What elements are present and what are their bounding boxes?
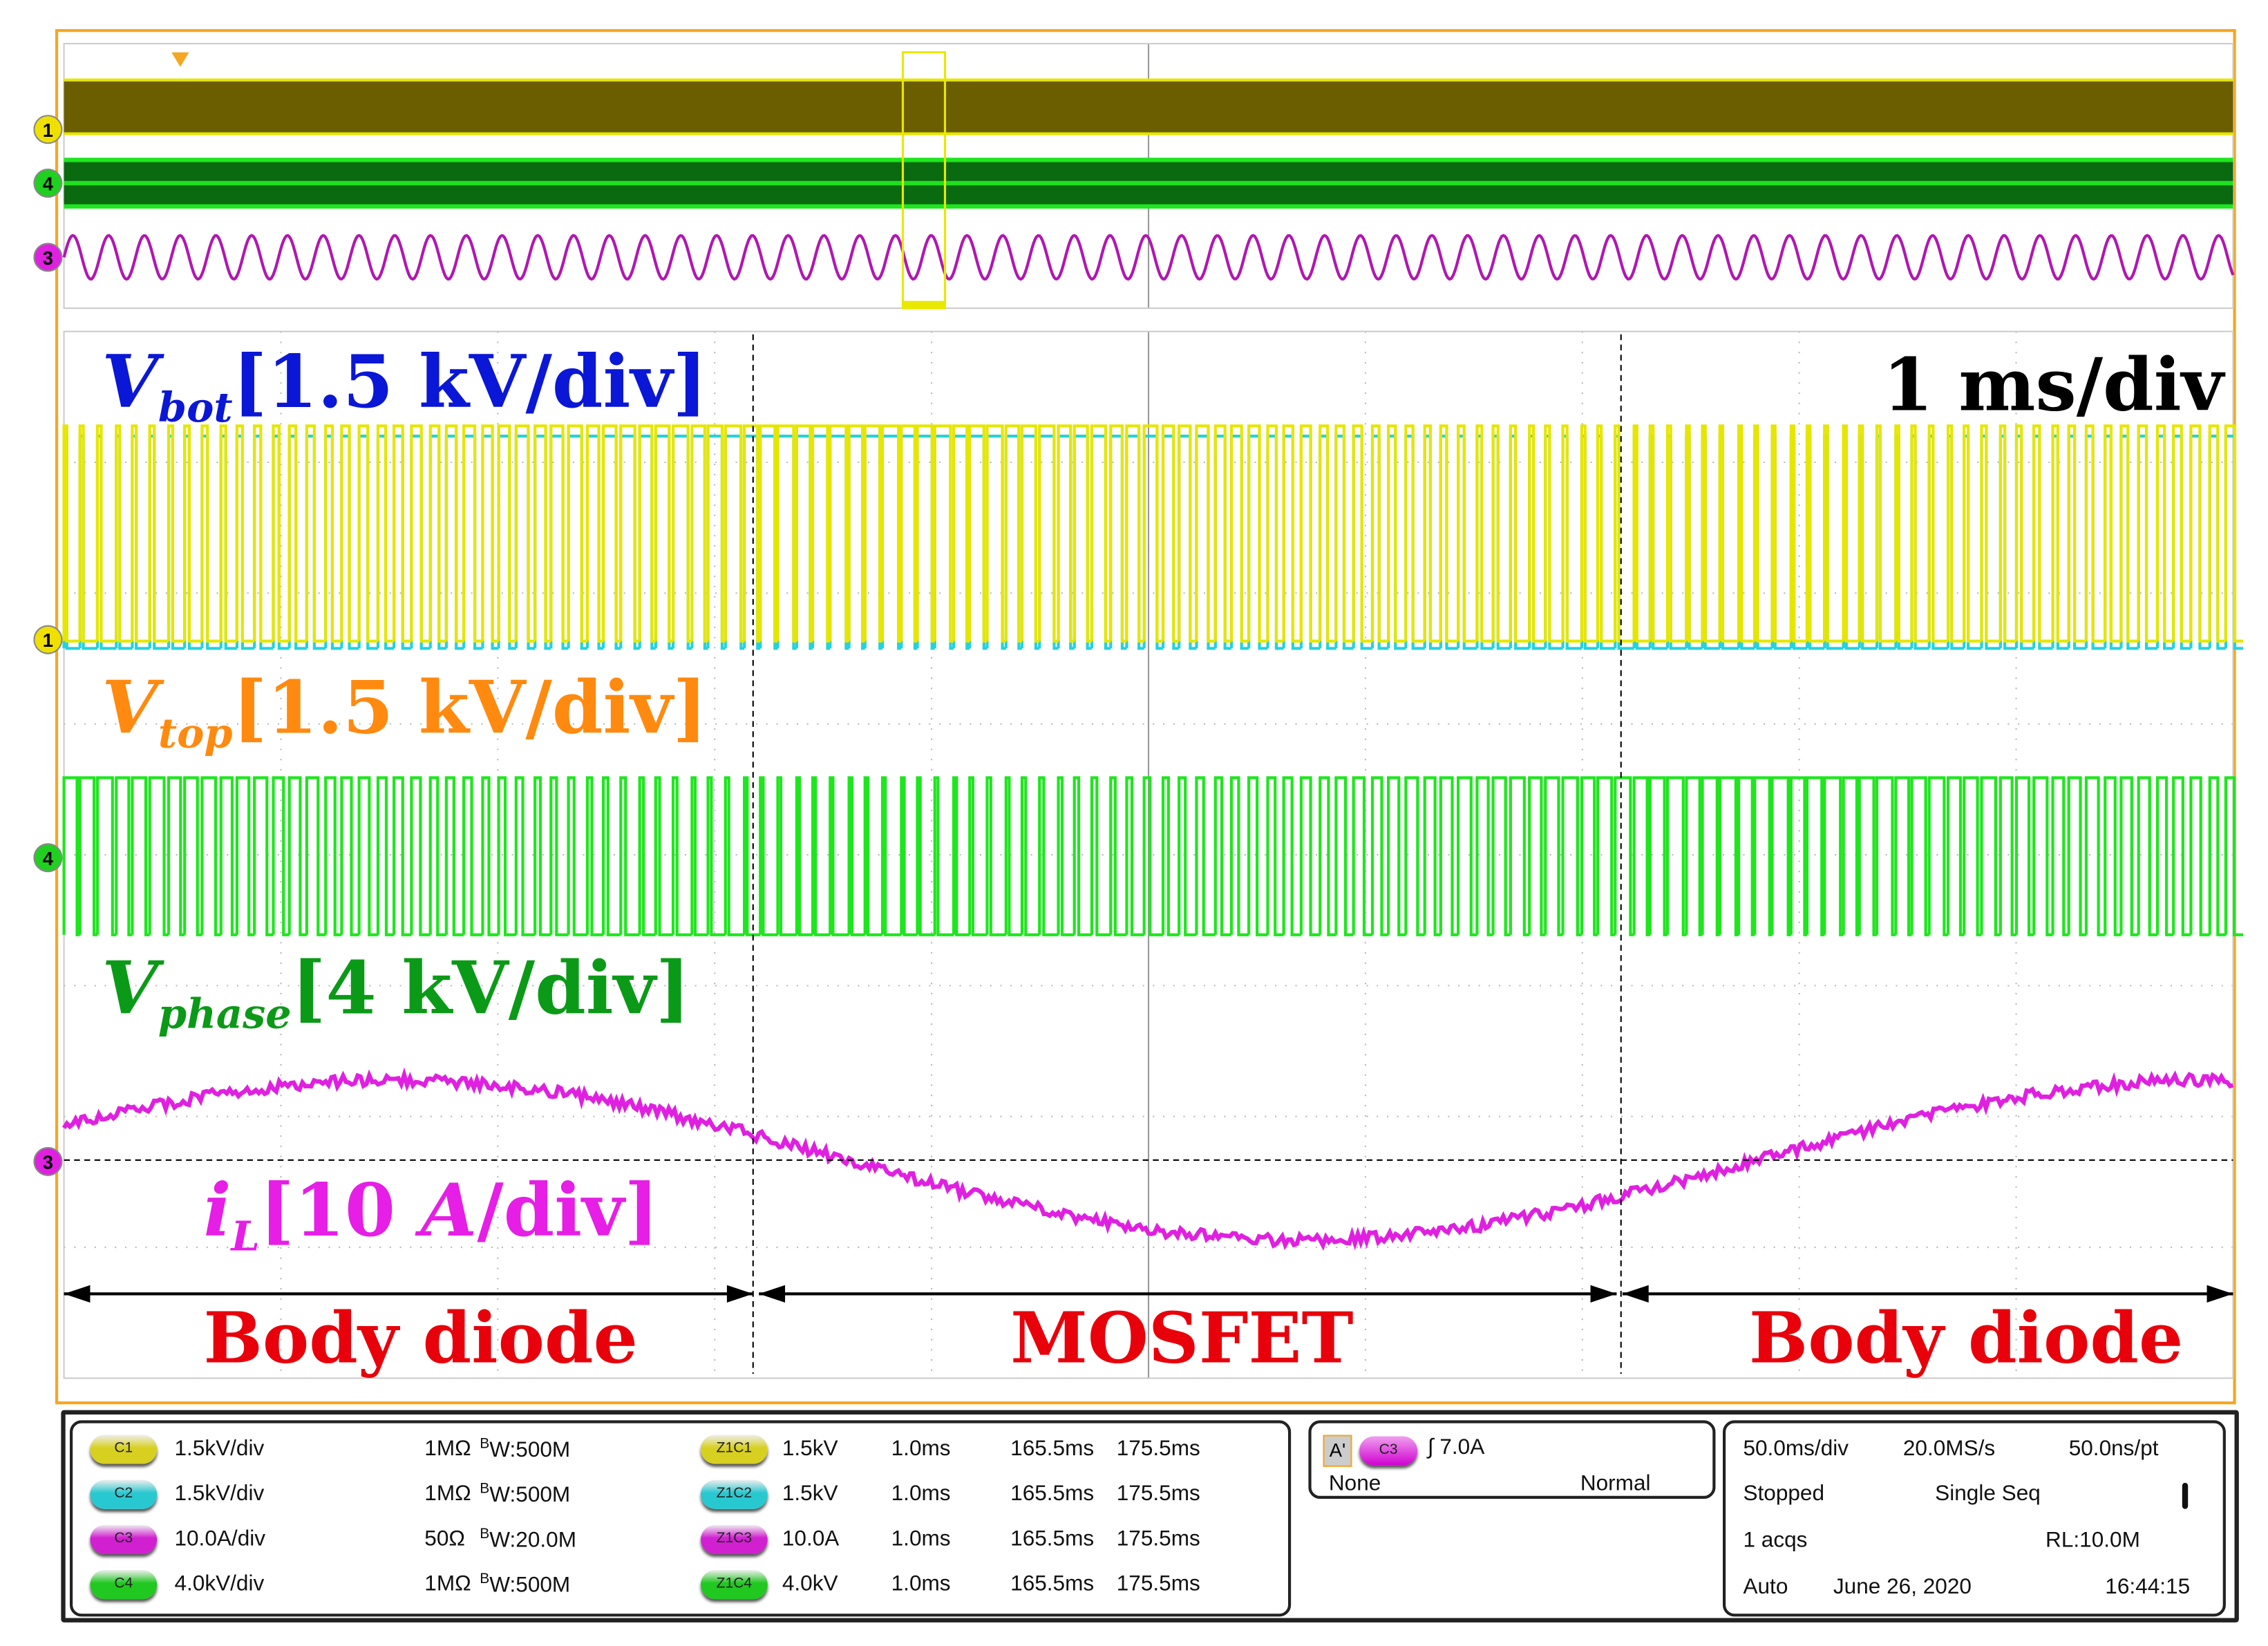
channel-4-marker-overview[interactable]: 4 (33, 169, 62, 198)
vphase-label: Vphase[4 kV/div] (102, 952, 690, 1035)
channel-1-marker[interactable]: 1 (33, 625, 62, 654)
channel-scale: 1.5kV/div (174, 1482, 264, 1506)
bandwidth-value: W:500M (489, 1483, 570, 1508)
acquisition-count: 1 acqs (1743, 1528, 1807, 1553)
channel-scale: 4.0kV/div (174, 1571, 264, 1596)
date: June 26, 2020 (1833, 1574, 1972, 1599)
bandwidth-prefix: B (480, 1437, 489, 1453)
zoom-time: 1.0ms (891, 1571, 951, 1596)
trigger-type-badge: A' (1323, 1435, 1352, 1466)
zoom-channel-badge[interactable]: Z1C3 (701, 1525, 768, 1554)
region-label-body-diode-right: Body diode (1749, 1298, 2183, 1380)
time: 16:44:15 (2105, 1574, 2190, 1599)
zoom-start: 165.5ms (1010, 1526, 1094, 1551)
channel-bandwidth: BW:500M (480, 1482, 570, 1508)
channel-badge[interactable]: C2 (90, 1480, 157, 1509)
zoom-end: 175.5ms (1117, 1571, 1200, 1596)
trigger-panel[interactable]: A' C3 ∫ 7.0A None Normal (1308, 1420, 1715, 1499)
oscilloscope-screen: 1 4 3 1 4 3 Vbot[1.5 kV/div] 1 ms/div Vt… (0, 0, 2268, 1646)
channel-impedance: 50Ω (424, 1526, 465, 1551)
channel-bandwidth: BW:500M (480, 1437, 570, 1463)
channel-3-marker[interactable]: 3 (33, 1147, 62, 1176)
rising-edge-icon: ∫ (1428, 1435, 1434, 1459)
zoom-scale: 10.0A (782, 1526, 839, 1551)
region-label-body-diode-left: Body diode (204, 1298, 638, 1380)
vtop-label: Vtop[1.5 kV/div] (102, 672, 707, 755)
channel-bandwidth: BW:500M (480, 1571, 570, 1598)
channel-scale: 1.5kV/div (174, 1437, 264, 1461)
overview-channel-1-band (64, 80, 2233, 134)
bandwidth-prefix: B (480, 1482, 489, 1497)
zoom-end: 175.5ms (1117, 1482, 1200, 1506)
time-scale-label: 1 ms/div (1882, 349, 2223, 422)
arrow-head-right-icon (2207, 1285, 2233, 1303)
channel-1-trace (64, 426, 2244, 641)
acquisition-panel[interactable]: 50.0ms/div 20.0MS/s 50.0ns/pt Stopped Si… (1723, 1420, 2226, 1616)
zoom-start: 165.5ms (1010, 1482, 1094, 1506)
zoom-window-handle (903, 301, 945, 308)
trigger-source-badge: C3 (1359, 1437, 1417, 1466)
trigger-coupling: None (1329, 1471, 1381, 1496)
zoom-end: 175.5ms (1117, 1526, 1200, 1551)
waveform-display (0, 0, 2268, 1646)
sample-rate: 20.0MS/s (1903, 1437, 1995, 1461)
zoom-channel-badge[interactable]: Z1C4 (701, 1570, 768, 1599)
bandwidth-value: W:500M (489, 1438, 570, 1463)
channel-settings-panel: C1 1.5kV/div 1MΩ BW:500M Z1C1 1.5kV 1.0ms 165.5… (70, 1420, 1291, 1616)
bandwidth-prefix: B (480, 1571, 489, 1587)
il-label: iL[10 A/div] (204, 1175, 659, 1258)
channel-4-marker[interactable]: 4 (33, 843, 62, 872)
channel-badge[interactable]: C4 (90, 1570, 157, 1599)
channel-badge[interactable]: C3 (90, 1525, 157, 1554)
run-mode: Single Seq (1935, 1482, 2041, 1506)
region-label-mosfet: MOSFET (1010, 1298, 1353, 1380)
bandwidth-value: W:20.0M (489, 1528, 576, 1553)
bandwidth-prefix: B (480, 1526, 489, 1542)
zoom-time: 1.0ms (891, 1482, 951, 1506)
vbot-label: Vbot[1.5 kV/div] (102, 346, 707, 429)
trigger-position-icon (171, 53, 189, 67)
channel-badge[interactable]: C1 (90, 1435, 157, 1464)
arrow-head-left-icon (64, 1285, 91, 1303)
channel-impedance: 1MΩ (424, 1571, 471, 1596)
arrow-head-left-icon (1623, 1285, 1649, 1303)
channel-4-trace (64, 778, 2244, 935)
timebase: 50.0ms/div (1743, 1437, 1849, 1461)
zoom-channel-badge[interactable]: Z1C1 (701, 1435, 768, 1464)
channel-impedance: 1MΩ (424, 1482, 471, 1506)
thermometer-icon (2182, 1483, 2188, 1509)
zoom-start: 165.5ms (1010, 1571, 1094, 1596)
channel-impedance: 1MΩ (424, 1437, 471, 1461)
arrow-head-left-icon (759, 1285, 785, 1303)
arrow-head-right-icon (727, 1285, 753, 1303)
channel-bandwidth: BW:20.0M (480, 1526, 576, 1553)
zoom-time: 1.0ms (891, 1437, 951, 1461)
resolution: 50.0ns/pt (2069, 1437, 2159, 1461)
zoom-end: 175.5ms (1117, 1437, 1200, 1461)
zoom-scale: 1.5kV (782, 1437, 838, 1461)
trigger-level: ∫ 7.0A (1428, 1435, 1484, 1459)
trigger-level-value: 7.0A (1439, 1435, 1484, 1459)
channel-scale: 10.0A/div (174, 1526, 265, 1551)
zoom-channel-badge[interactable]: Z1C2 (701, 1480, 768, 1509)
record-length: RL:10.0M (2045, 1528, 2140, 1553)
channel-3-marker-overview[interactable]: 3 (33, 243, 62, 272)
zoom-scale: 4.0kV (782, 1571, 838, 1596)
channel-1-marker-overview[interactable]: 1 (33, 115, 62, 144)
zoom-scale: 1.5kV (782, 1482, 838, 1506)
arrow-head-right-icon (1591, 1285, 1617, 1303)
trigger-mode-auto: Auto (1743, 1574, 1788, 1599)
trigger-mode: Normal (1580, 1471, 1651, 1496)
bandwidth-value: W:500M (489, 1573, 570, 1598)
acquisition-state: Stopped (1743, 1482, 1824, 1506)
zoom-start: 165.5ms (1010, 1437, 1094, 1461)
zoom-time: 1.0ms (891, 1526, 951, 1551)
